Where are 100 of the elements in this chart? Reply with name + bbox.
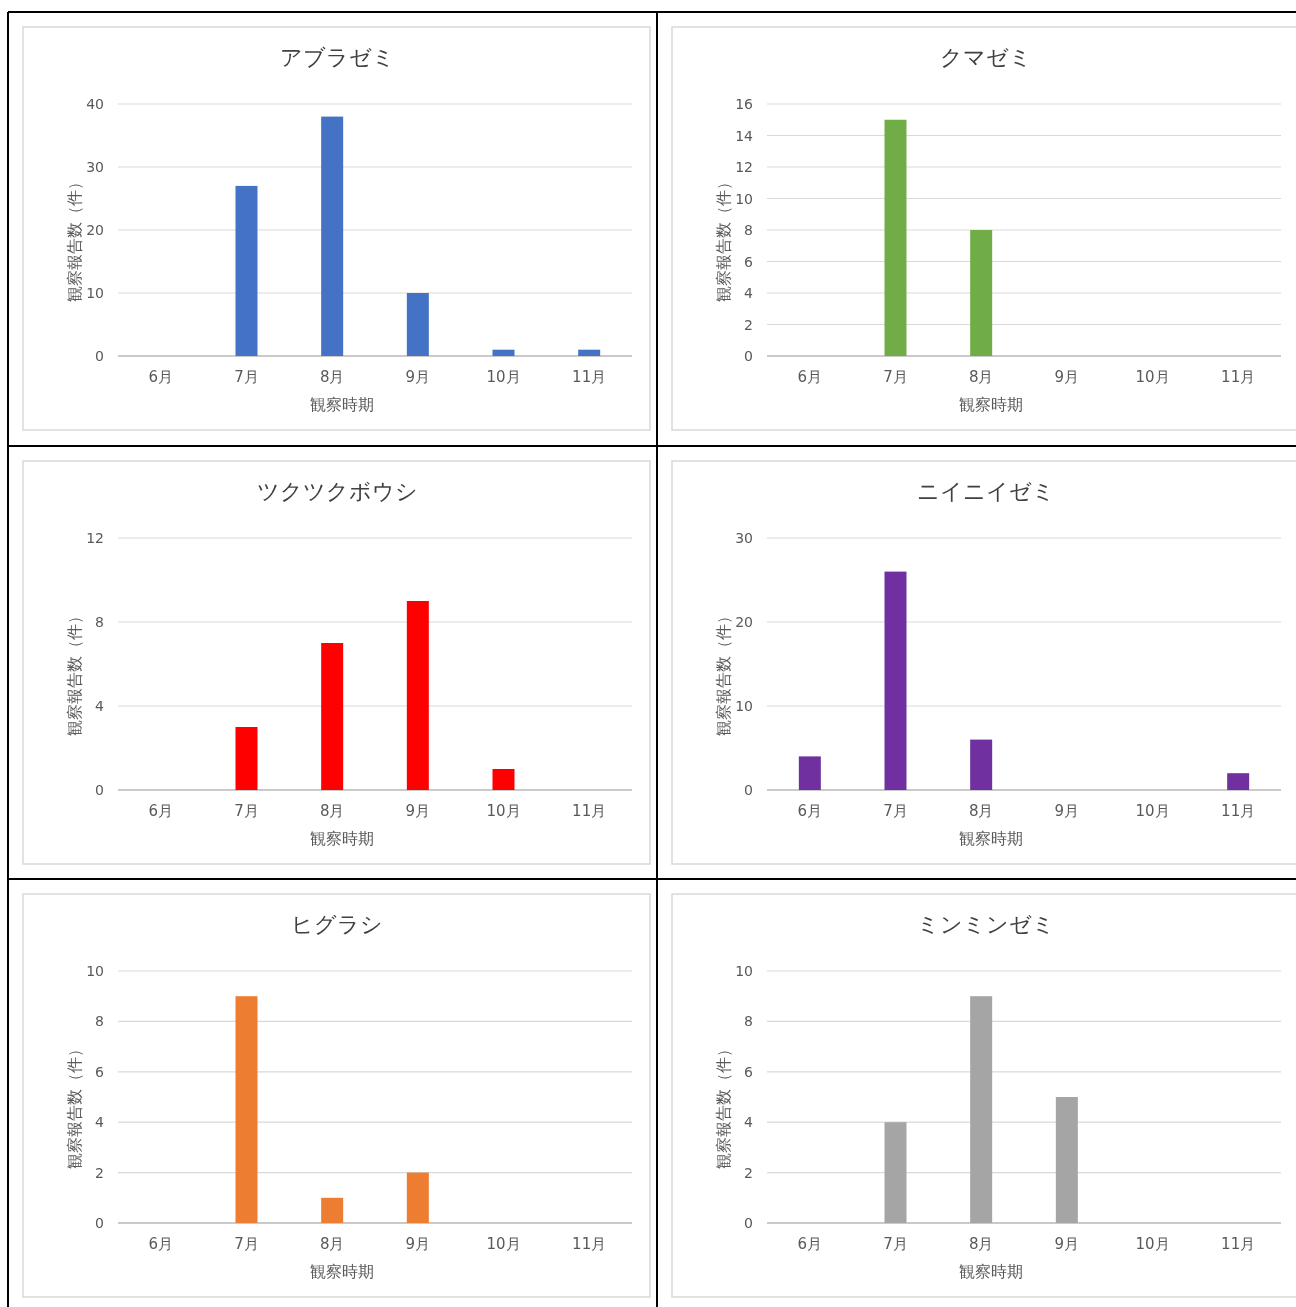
y-tick-label: 6 (744, 1063, 754, 1080)
chart-title: アブラゼミ (279, 45, 395, 70)
x-tick-label: 10月 (486, 802, 521, 820)
x-tick-label: 7月 (234, 1235, 259, 1253)
x-tick-label: 8月 (319, 802, 345, 820)
y-tick-label: 4 (95, 1114, 105, 1131)
y-tick-label: 0 (744, 782, 753, 798)
y-tick-label: 10 (86, 963, 104, 979)
chart-title: クマゼミ (940, 45, 1032, 70)
y-tick-label: 0 (95, 782, 104, 798)
x-tick-label: 6月 (148, 368, 174, 386)
x-axis-title: 観察時期 (310, 1262, 374, 1281)
x-tick-label: 9月 (1054, 1235, 1080, 1253)
bar (406, 293, 429, 356)
x-tick-label: 7月 (234, 368, 259, 386)
bar (1227, 773, 1250, 790)
x-tick-label: 10月 (486, 368, 521, 386)
x-tick-label: 9月 (405, 802, 431, 820)
bar (492, 769, 515, 790)
y-tick-label: 8 (95, 614, 104, 630)
bar (406, 601, 429, 790)
chart-title: ミンミンゼミ (917, 912, 1055, 937)
x-tick-label: 11月 (572, 802, 607, 820)
y-axis-title: 観察報告数（件） (65, 608, 84, 736)
y-tick-label: 8 (744, 222, 753, 238)
x-axis-title: 観察時期 (310, 829, 374, 848)
bar (970, 739, 993, 790)
y-axis-title: 観察報告数（件） (65, 1041, 84, 1169)
y-tick-label: 2 (95, 1164, 104, 1181)
x-tick-label: 11月 (1221, 368, 1256, 386)
bar (1055, 1097, 1078, 1223)
y-tick-label: 6 (95, 1063, 105, 1080)
x-tick-label: 11月 (572, 368, 607, 386)
x-tick-label: 10月 (486, 1235, 521, 1253)
y-tick-label: 0 (95, 348, 104, 364)
bar (578, 349, 601, 356)
y-tick-label: 2 (744, 316, 753, 333)
x-tick-label: 11月 (1221, 802, 1256, 820)
x-tick-label: 8月 (319, 368, 345, 386)
x-axis-title: 観察時期 (959, 829, 1023, 848)
x-tick-label: 6月 (797, 368, 823, 386)
y-tick-label: 0 (95, 1215, 104, 1231)
bar (406, 1172, 429, 1223)
y-tick-label: 14 (735, 127, 754, 144)
y-axis-title: 観察報告数（件） (65, 174, 84, 302)
y-tick-label: 12 (735, 159, 753, 175)
chart-title: ヒグラシ (291, 912, 383, 937)
x-axis-title: 観察時期 (310, 395, 374, 414)
y-tick-label: 10 (735, 190, 753, 207)
y-axis-title: 観察報告数（件） (714, 1041, 733, 1169)
y-tick-label: 0 (744, 348, 753, 364)
y-tick-label: 40 (86, 96, 104, 112)
y-axis-title: 観察報告数（件） (714, 608, 733, 736)
bar (235, 996, 258, 1223)
bar (884, 571, 907, 790)
y-tick-label: 20 (86, 222, 104, 238)
bar (321, 1197, 344, 1223)
x-axis-title: 観察時期 (959, 1262, 1023, 1281)
x-tick-label: 7月 (883, 368, 908, 386)
bar (235, 727, 258, 790)
x-tick-label: 9月 (1054, 368, 1080, 386)
x-tick-label: 8月 (319, 1235, 345, 1253)
x-tick-label: 6月 (797, 802, 823, 820)
x-tick-label: 10月 (1135, 368, 1170, 386)
bar (235, 185, 258, 356)
y-tick-label: 10 (735, 963, 753, 979)
x-tick-label: 9月 (1054, 802, 1080, 820)
y-axis-title: 観察報告数（件） (714, 174, 733, 302)
y-tick-label: 10 (735, 698, 753, 714)
bar (884, 1122, 907, 1223)
x-tick-label: 8月 (968, 368, 994, 386)
y-tick-label: 30 (86, 159, 104, 175)
y-tick-label: 4 (744, 285, 754, 301)
bar (321, 643, 344, 790)
x-tick-label: 10月 (1135, 1235, 1170, 1253)
x-tick-label: 10月 (1135, 802, 1170, 820)
y-tick-label: 16 (735, 96, 754, 112)
chart-title: ツクツクボウシ (256, 479, 418, 504)
y-tick-label: 2 (744, 1164, 753, 1181)
x-tick-label: 9月 (405, 368, 431, 386)
x-tick-label: 7月 (883, 1235, 908, 1253)
x-tick-label: 7月 (234, 802, 259, 820)
bar (970, 996, 993, 1223)
y-tick-label: 30 (735, 530, 753, 546)
y-tick-label: 6 (744, 253, 754, 270)
y-tick-label: 10 (86, 285, 104, 301)
chart-title: ニイニイゼミ (917, 479, 1055, 504)
y-tick-label: 8 (744, 1013, 753, 1030)
x-tick-label: 6月 (148, 802, 174, 820)
x-tick-label: 9月 (405, 1235, 431, 1253)
x-tick-label: 11月 (1221, 1235, 1256, 1253)
y-tick-label: 12 (86, 530, 104, 546)
y-tick-label: 4 (744, 1114, 754, 1131)
bar (321, 116, 344, 356)
bar (492, 349, 515, 356)
y-tick-label: 0 (744, 1215, 753, 1231)
y-tick-label: 20 (735, 614, 753, 630)
x-axis-title: 観察時期 (959, 395, 1023, 414)
y-tick-label: 8 (95, 1013, 104, 1030)
x-tick-label: 8月 (968, 1235, 994, 1253)
